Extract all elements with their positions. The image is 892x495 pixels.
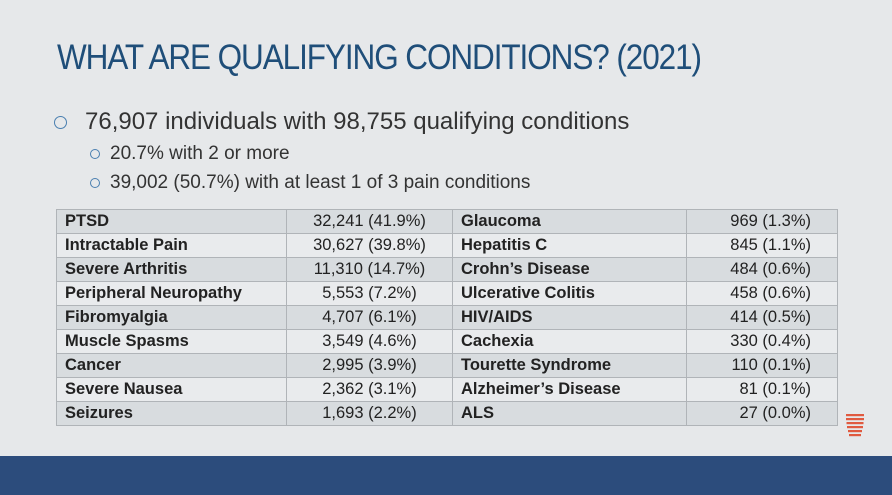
bullet-item: 76,907 individuals with 98,755 qualifyin…: [54, 108, 629, 136]
footer-bar: [0, 456, 892, 495]
condition-name: Glaucoma: [452, 209, 687, 234]
condition-count: 1,693 (2.2%): [286, 401, 453, 426]
table-row: Fibromyalgia 4,707 (6.1%) HIV/AIDS 414 (0.5…: [56, 305, 838, 330]
condition-name: Tourette Syndrome: [452, 353, 687, 378]
condition-name: Alzheimer’s Disease: [452, 377, 687, 402]
condition-count: 3,549 (4.6%): [286, 329, 453, 354]
condition-name: HIV/AIDS: [452, 305, 687, 330]
conditions-table: PTSD 32,241 (41.9%) Glaucoma 969 (1.3%) Intr…: [56, 209, 838, 426]
condition-count: 110 (0.1%): [686, 353, 838, 378]
sub-bullet-item: 20.7% with 2 or more: [90, 143, 290, 165]
condition-count: 5,553 (7.2%): [286, 281, 453, 306]
condition-count: 969 (1.3%): [686, 209, 838, 234]
condition-count: 32,241 (41.9%): [286, 209, 453, 234]
condition-count: 484 (0.6%): [686, 257, 838, 282]
condition-count: 414 (0.5%): [686, 305, 838, 330]
condition-count: 4,707 (6.1%): [286, 305, 453, 330]
condition-count: 2,362 (3.1%): [286, 377, 453, 402]
condition-name: Hepatitis C: [452, 233, 687, 258]
condition-count: 2,995 (3.9%): [286, 353, 453, 378]
table-row: Severe Nausea 2,362 (3.1%) Alzheimer’s Dis…: [56, 377, 838, 402]
condition-count: 330 (0.4%): [686, 329, 838, 354]
condition-name: ALS: [452, 401, 687, 426]
condition-count: 845 (1.1%): [686, 233, 838, 258]
sub-bullet-text: 20.7% with 2 or more: [110, 143, 290, 164]
condition-name: Severe Arthritis: [56, 257, 287, 282]
sub-bullet-text: 39,002 (50.7%) with at least 1 of 3 pain…: [110, 172, 531, 193]
condition-count: 11,310 (14.7%): [286, 257, 453, 282]
condition-name: Cachexia: [452, 329, 687, 354]
condition-count: 30,627 (39.8%): [286, 233, 453, 258]
condition-name: Ulcerative Colitis: [452, 281, 687, 306]
condition-count: 27 (0.0%): [686, 401, 838, 426]
table-row: Cancer 2,995 (3.9%) Tourette Syndrome 110 (…: [56, 353, 838, 378]
condition-name: Fibromyalgia: [56, 305, 287, 330]
condition-count: 81 (0.1%): [686, 377, 838, 402]
bullet-circle-icon: [54, 116, 67, 130]
condition-name: Seizures: [56, 401, 287, 426]
bullet-circle-icon: [90, 177, 100, 188]
table-row: Severe Arthritis 11,310 (14.7%) Crohn’s Di…: [56, 257, 838, 282]
conditions-table-body: PTSD 32,241 (41.9%) Glaucoma 969 (1.3%) Intr…: [56, 209, 838, 426]
table-row: Seizures 1,693 (2.2%) ALS 27 (0.0%): [56, 401, 838, 426]
condition-name: Intractable Pain: [56, 233, 287, 258]
condition-name: Peripheral Neuropathy: [56, 281, 287, 306]
condition-name: Crohn’s Disease: [452, 257, 687, 282]
table-row: PTSD 32,241 (41.9%) Glaucoma 969 (1.3%): [56, 209, 838, 234]
bullet-text: 76,907 individuals with 98,755 qualifyin…: [85, 108, 630, 135]
condition-name: Severe Nausea: [56, 377, 287, 402]
table-row: Intractable Pain 30,627 (39.8%) Hepatitis …: [56, 233, 838, 258]
condition-name: Muscle Spasms: [56, 329, 287, 354]
condition-name: PTSD: [56, 209, 287, 234]
condition-name: Cancer: [56, 353, 287, 378]
table-row: Peripheral Neuropathy 5,553 (7.2%) Ulcerat…: [56, 281, 838, 306]
table-row: Muscle Spasms 3,549 (4.6%) Cachexia 330 (0.…: [56, 329, 838, 354]
striped-logo-icon: [846, 414, 864, 437]
condition-count: 458 (0.6%): [686, 281, 838, 306]
sub-bullet-item: 39,002 (50.7%) with at least 1 of 3 pain…: [90, 172, 530, 194]
slide-title: WHAT ARE QUALIFYING CONDITIONS? (2021): [57, 38, 702, 77]
bullet-circle-icon: [90, 148, 100, 159]
